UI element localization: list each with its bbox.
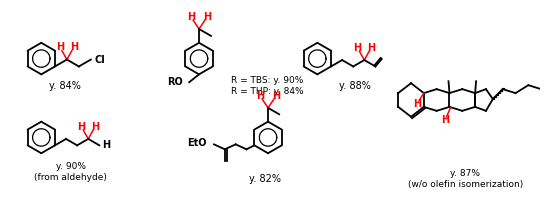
Text: EtO: EtO <box>188 138 207 148</box>
Text: H: H <box>367 43 375 53</box>
Text: H: H <box>91 122 99 132</box>
Text: H: H <box>354 43 362 53</box>
Text: H: H <box>441 115 449 125</box>
Text: Cl: Cl <box>95 55 106 65</box>
Text: y. 82%: y. 82% <box>249 174 281 184</box>
Text: y. 90%
(from aldehyde): y. 90% (from aldehyde) <box>34 162 107 182</box>
Text: y. 88%: y. 88% <box>339 81 371 91</box>
Text: H: H <box>70 42 78 52</box>
Text: H: H <box>102 140 110 150</box>
Text: RO: RO <box>168 77 183 87</box>
Text: H: H <box>77 122 85 132</box>
Text: H: H <box>272 91 280 101</box>
Text: H: H <box>256 91 264 101</box>
Text: H: H <box>413 99 421 109</box>
Text: H: H <box>56 42 64 52</box>
Text: R = TBS: y. 90%
R = THP: y. 84%: R = TBS: y. 90% R = THP: y. 84% <box>231 76 303 96</box>
Text: y. 87%
(w/o olefin isomerization): y. 87% (w/o olefin isomerization) <box>407 169 523 188</box>
Text: H: H <box>187 12 195 22</box>
Text: H: H <box>203 12 211 22</box>
Text: y. 84%: y. 84% <box>49 81 81 91</box>
